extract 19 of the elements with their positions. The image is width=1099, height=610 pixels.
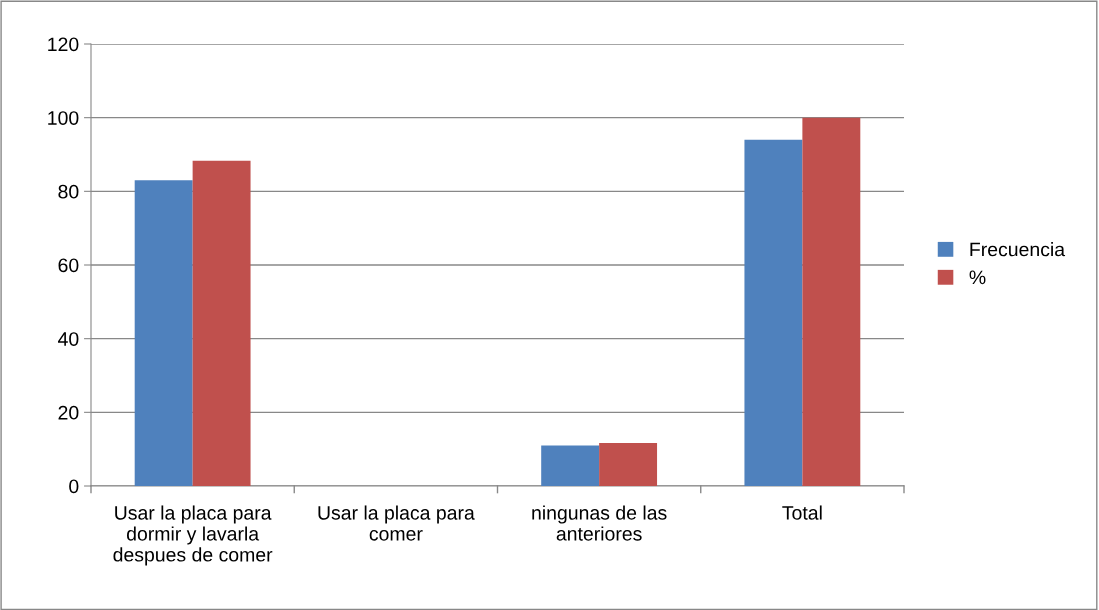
y-tick-label: 40 <box>58 332 79 346</box>
y-tick-label: 0 <box>69 479 79 494</box>
x-tick-label: ningunas de las anteriores <box>532 505 667 541</box>
y-tick-label: 60 <box>58 258 79 273</box>
bar <box>744 139 803 486</box>
bar <box>192 160 251 486</box>
x-tick-label: Usar la placa para comer <box>318 505 475 541</box>
legend-label: % <box>969 270 986 285</box>
bar <box>541 445 600 486</box>
bar <box>599 442 658 486</box>
y-tick-label: 80 <box>58 184 79 199</box>
y-tick-label: 20 <box>58 405 79 420</box>
legend-label: Frecuencia <box>970 242 1066 257</box>
x-tick-label: Total <box>782 505 822 520</box>
y-tick-label: 120 <box>48 37 79 52</box>
x-tick-label: Usar la placa para dormir y lavarla despues de comer <box>113 505 273 566</box>
bar <box>802 117 861 486</box>
bar <box>134 180 193 486</box>
y-tick-label: 100 <box>48 111 79 125</box>
